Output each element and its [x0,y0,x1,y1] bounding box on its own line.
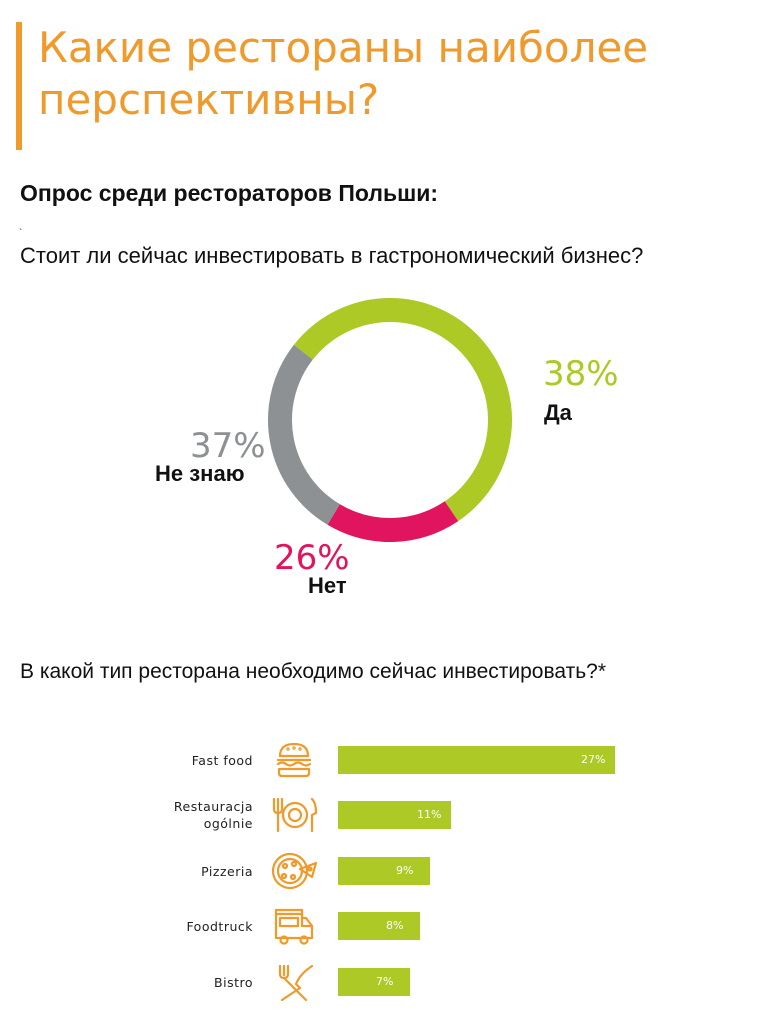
fork-knife-icon [268,960,320,1004]
donut-chart [268,298,512,542]
donut-slice-yes [293,298,512,522]
title-accent-bar [16,22,22,150]
donut-percent-no: 26% [274,538,350,578]
pizza-icon [268,849,320,893]
title-line-1: Какие рестораны наиболее [38,23,649,72]
bar-bistro [338,968,410,996]
burger-icon [268,738,320,782]
question-invest: Стоит ли сейчас инвестировать в гастроно… [20,243,644,268]
survey-subtitle: Опрос среди рестораторов Польши: [20,180,439,206]
bar-value-fast-food: 27% [581,753,606,766]
title-line-2: перспективны? [38,75,380,124]
bar-value-foodtruck: 8% [386,919,404,932]
bar-label-bistro: Bistro [214,974,253,990]
page-title: Какие рестораны наиболее перспективны? [38,22,738,126]
donut-percent-yes: 38% [543,354,619,394]
bar-fast-food [338,746,615,774]
bar-value-pizzeria: 9% [396,864,414,877]
donut-percent-dont-know: 37% [190,426,266,466]
donut-label-yes: Да [544,400,572,425]
bar-label-restauracja: Restauracja ogólnie [173,799,253,831]
bar-value-bistro: 7% [376,975,394,988]
bar-label-foodtruck: Foodtruck [186,918,253,934]
bar-value-restauracja: 11% [417,808,442,821]
bar-label-pizzeria: Pizzeria [201,863,253,879]
donut-label-no: Нет [308,573,347,598]
bar-label-fast-food: Fast food [191,752,253,768]
bar-pizzeria [338,857,430,885]
question-restaurant-type: В какой тип ресторана необходимо сейчас … [20,660,607,683]
donut-slice-dont-know [268,344,341,525]
donut-label-dont-know: Не знаю [155,461,245,486]
stray-mark: ` [19,228,23,239]
bar-restauracja [338,801,451,829]
foodtruck-icon [268,904,320,948]
bar-foodtruck [338,912,420,940]
plate-cutlery-icon [268,793,320,837]
donut-slice-no [327,501,459,542]
